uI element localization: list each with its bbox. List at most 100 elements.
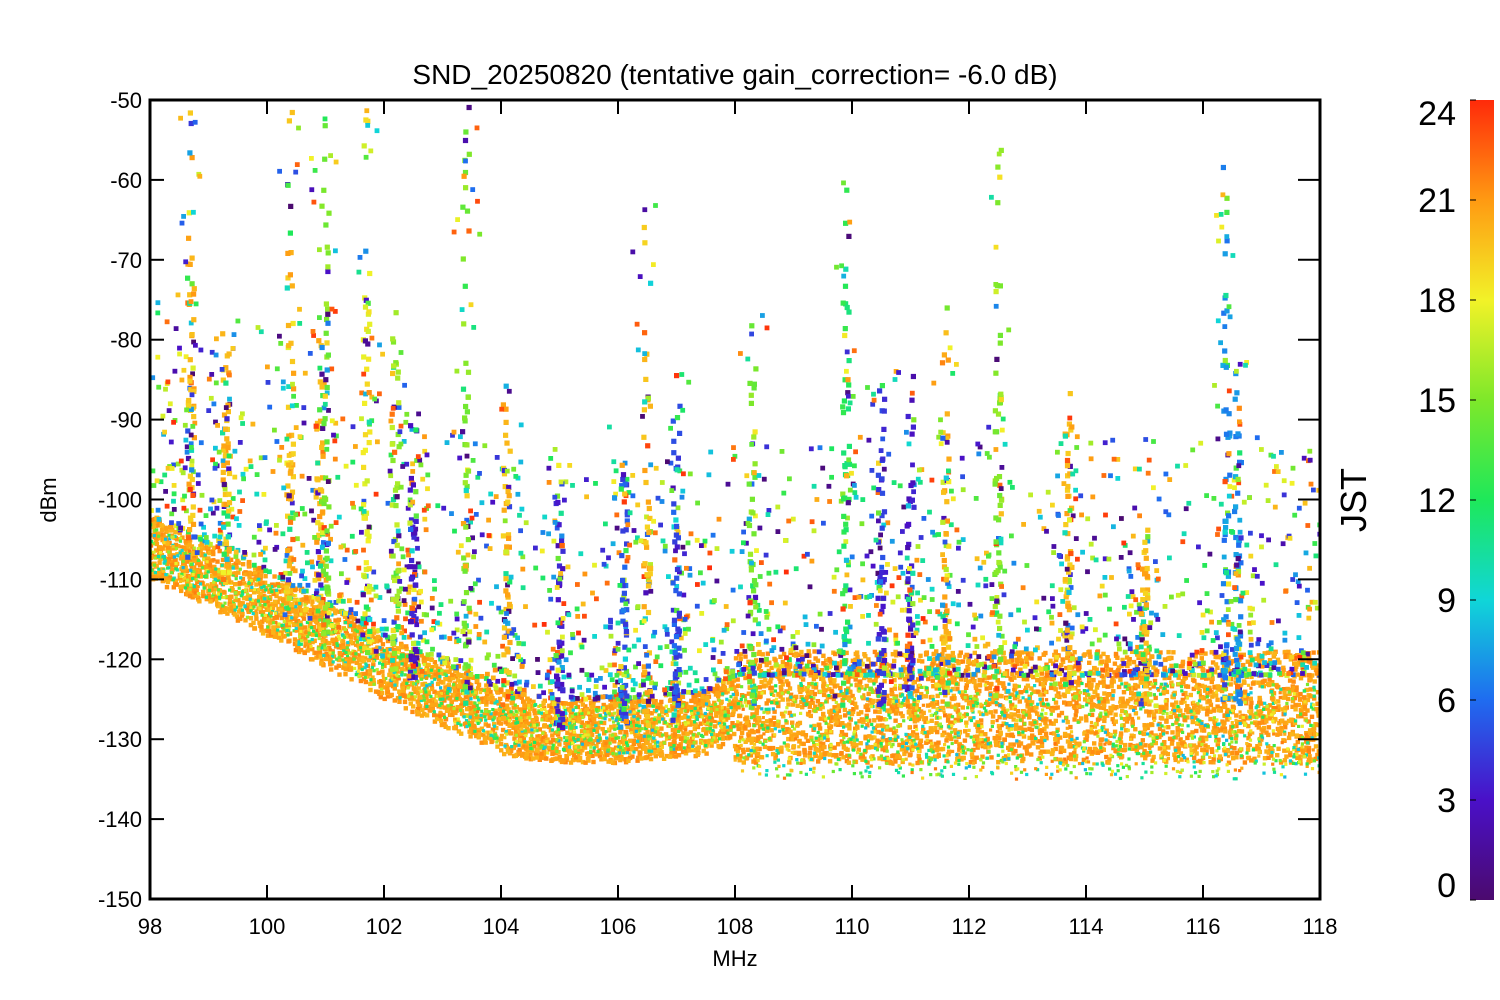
data-point [154, 564, 159, 569]
data-point [1286, 718, 1292, 724]
data-point [811, 684, 816, 689]
data-point [466, 674, 471, 680]
data-point [711, 704, 716, 709]
data-point [755, 729, 761, 734]
data-point [588, 715, 593, 721]
data-point [382, 663, 387, 669]
data-point [1230, 750, 1235, 756]
data-point [996, 760, 1001, 765]
data-point [1214, 729, 1219, 734]
data-point [737, 713, 743, 719]
data-point [870, 754, 875, 759]
data-point [494, 725, 499, 731]
data-point [1178, 751, 1184, 756]
data-point [266, 607, 271, 612]
data-point [272, 574, 277, 579]
data-point [775, 723, 780, 729]
data-point [988, 710, 993, 715]
data-point [276, 606, 281, 612]
data-point [537, 727, 542, 732]
data-point [894, 653, 899, 658]
data-point [720, 712, 725, 717]
data-point [728, 735, 733, 740]
data-point [623, 760, 629, 765]
data-point [797, 684, 802, 690]
data-point [547, 703, 552, 708]
data-point [1172, 752, 1177, 757]
data-point [1305, 697, 1311, 703]
data-point [211, 545, 217, 550]
data-point [248, 616, 254, 621]
data-point [346, 656, 351, 661]
data-point [324, 653, 330, 658]
data-point [543, 717, 548, 722]
data-point [764, 662, 769, 668]
data-point [1144, 679, 1149, 685]
data-point [1294, 685, 1299, 690]
data-point [1039, 735, 1045, 741]
data-point [1164, 689, 1170, 695]
data-point [1162, 747, 1167, 752]
data-point [875, 738, 880, 743]
data-point [349, 620, 354, 625]
data-point [1254, 722, 1260, 728]
data-point [584, 707, 589, 712]
data-point [1202, 684, 1207, 690]
data-point [827, 709, 832, 714]
data-point [1099, 673, 1105, 679]
data-point [723, 730, 728, 735]
data-point [537, 734, 542, 739]
data-point [951, 655, 956, 660]
data-point [709, 718, 715, 724]
data-point [1248, 662, 1253, 667]
data-point [591, 703, 596, 708]
data-point [1053, 649, 1058, 654]
data-point [1014, 657, 1019, 662]
data-point [838, 693, 843, 698]
data-point [241, 596, 247, 601]
data-point [1101, 683, 1107, 689]
data-point [1269, 696, 1275, 701]
data-point [363, 656, 368, 661]
data-point [384, 650, 390, 656]
data-point [1191, 748, 1197, 754]
data-point [757, 746, 762, 752]
data-point [997, 735, 1002, 741]
data-point [374, 639, 380, 644]
data-point [1068, 724, 1073, 730]
data-point [812, 723, 817, 729]
data-point [765, 651, 770, 656]
data-point [1280, 718, 1285, 723]
data-point [984, 711, 989, 716]
data-point [1227, 730, 1233, 735]
data-point [368, 681, 373, 687]
data-point [1116, 668, 1121, 673]
data-point [640, 746, 646, 751]
data-point [1044, 662, 1049, 667]
data-point [800, 685, 805, 690]
data-point [390, 661, 396, 666]
data-point [519, 731, 524, 736]
data-point [1233, 735, 1239, 741]
data-point [252, 566, 258, 571]
data-point [1120, 699, 1126, 705]
data-point [1134, 698, 1139, 703]
data-point [1022, 745, 1028, 750]
data-point [548, 709, 553, 714]
data-point [1161, 689, 1166, 694]
data-point [1207, 698, 1212, 704]
data-point [754, 708, 760, 713]
data-point [263, 617, 268, 623]
data-point [930, 744, 935, 749]
data-point [912, 719, 918, 724]
data-point [768, 718, 773, 723]
data-point [928, 739, 933, 744]
data-point [1162, 666, 1167, 671]
data-point [1141, 731, 1146, 737]
data-point [618, 730, 623, 735]
data-point [1030, 666, 1036, 671]
data-point [301, 616, 307, 621]
data-point [241, 581, 247, 586]
data-point [381, 679, 386, 685]
data-point [812, 743, 817, 748]
